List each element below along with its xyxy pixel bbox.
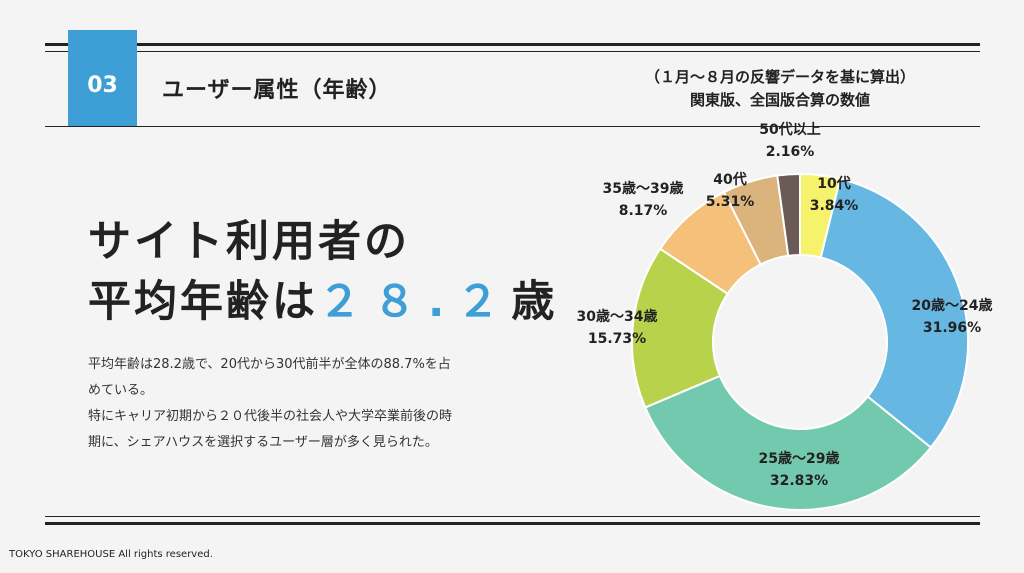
subtitle-line-1: （１月〜８月の反響データを基に算出） — [644, 68, 915, 86]
headline: サイト利用者の 平均年齢は２８.２歳 — [88, 212, 557, 332]
slice-value-label: 3.84% — [810, 198, 859, 214]
slice-value-label: 31.96% — [923, 320, 981, 336]
slice-label: 30歳〜34歳 — [577, 308, 658, 325]
subtitle-line-2: 関東版、全国版合算の数値 — [689, 91, 870, 109]
slice-label: 20歳〜24歳 — [912, 297, 993, 314]
slice-label: 50代以上 — [759, 121, 820, 138]
donut-slice — [643, 374, 933, 511]
slice-label: 10代 — [817, 175, 850, 192]
headline-suffix: 歳 — [511, 277, 558, 327]
header-rule-top-thin — [45, 51, 980, 52]
headline-line-1: サイト利用者の — [88, 217, 410, 267]
donut-slice — [819, 177, 969, 449]
headline-line-2: 平均年齢は２８.２歳 — [88, 272, 557, 332]
section-number-badge: 03 — [68, 30, 137, 126]
headline-prefix: 平均年齢は — [88, 277, 318, 327]
slice-label: 25歳〜29歳 — [759, 450, 840, 467]
description: 平均年齢は28.2歳で、20代から30代前半が全体の88.7%を占 めている。 … — [88, 352, 538, 456]
description-line-1: 平均年齢は28.2歳で、20代から30代前半が全体の88.7%を占 — [88, 357, 451, 372]
average-age-value: ２８.２ — [318, 277, 512, 327]
header-rule-bottom — [45, 126, 980, 127]
slice-label: 40代 — [713, 171, 746, 188]
section-title: ユーザー属性（年齢） — [162, 78, 392, 103]
footer-rule-bottom — [45, 522, 980, 525]
description-line-2: めている。 — [88, 383, 154, 398]
slice-value-label: 5.31% — [706, 194, 755, 210]
description-line-3: 特にキャリア初期から２０代後半の社会人や大学卒業前後の時 — [88, 409, 453, 424]
copyright: TOKYO SHAREHOUSE All rights reserved. — [9, 549, 213, 560]
footer-rule-top — [45, 516, 980, 517]
slice-value-label: 15.73% — [588, 331, 646, 347]
slice-value-label: 32.83% — [770, 473, 828, 489]
chart-subtitle: （１月〜８月の反響データを基に算出） 関東版、全国版合算の数値 — [630, 66, 930, 112]
header-rule-top — [45, 43, 980, 46]
slice-value-label: 2.16% — [766, 144, 815, 160]
donut-slice — [776, 172, 801, 257]
slice-value-label: 8.17% — [619, 203, 668, 219]
description-line-4: 期に、シェアハウスを選択するユーザー層が多く見られた。 — [88, 435, 438, 450]
slice-label: 35歳〜39歳 — [603, 180, 684, 197]
